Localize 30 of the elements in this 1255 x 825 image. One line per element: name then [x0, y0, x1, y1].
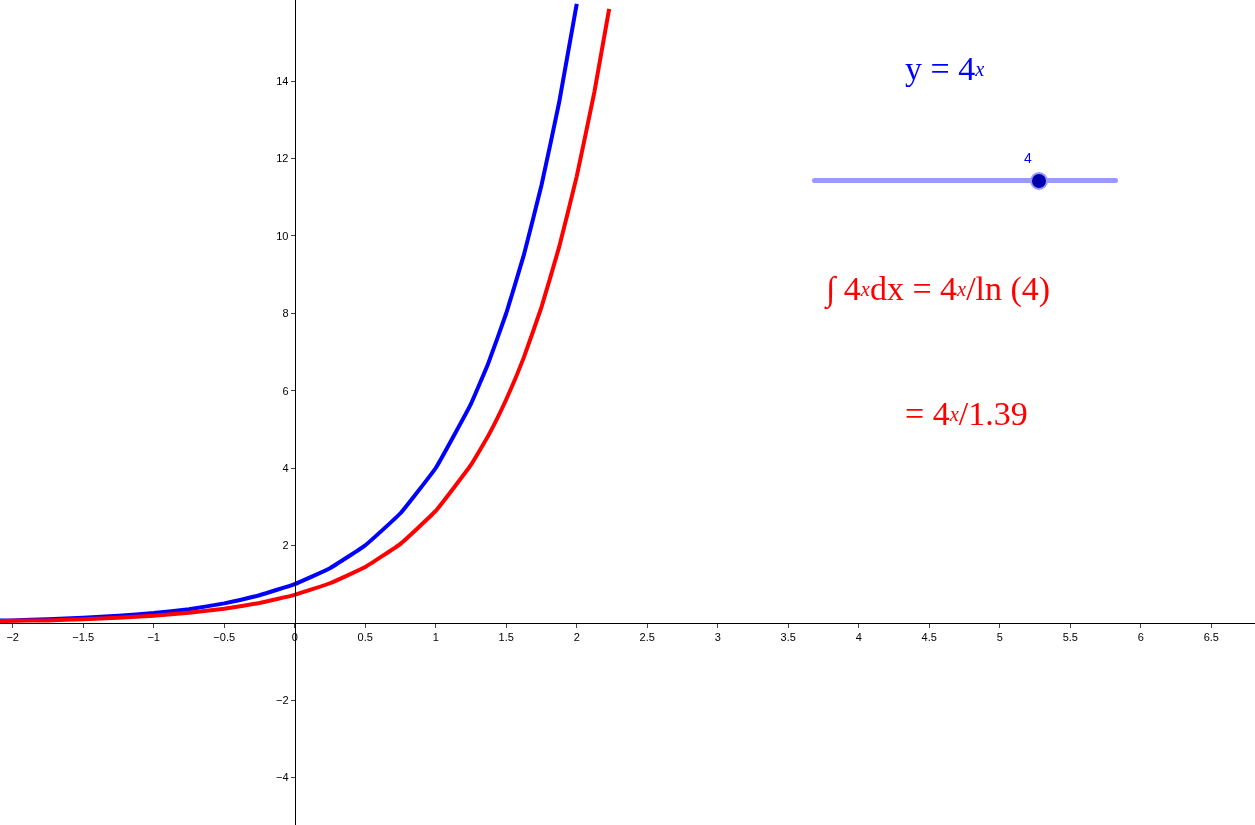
- y-tick-label: 6: [282, 384, 289, 397]
- x-tick-label: −0.5: [213, 630, 236, 643]
- y-tick-label: 10: [276, 229, 289, 242]
- x-tick-label: 3.5: [780, 630, 796, 643]
- x-tick-label: −1.5: [72, 630, 95, 643]
- y-tick-label: 8: [282, 307, 289, 320]
- annotation: 4: [1024, 150, 1032, 166]
- y-tick-label: 4: [282, 461, 289, 474]
- x-tick-label: 4: [855, 630, 862, 643]
- y-tick-label: −4: [275, 771, 289, 784]
- x-tick-label: 6: [1137, 630, 1144, 643]
- x-tick-label: 4.5: [921, 630, 937, 643]
- annotation: = 4$^{x}$/1.39: [905, 395, 1028, 433]
- annotation: ∫ 4$^{x}$dx = 4$^{x}$/ln (4): [826, 270, 1051, 308]
- x-tick-label: 2: [573, 630, 580, 643]
- y-tick-label: 14: [276, 75, 289, 88]
- x-tick-label: 0.5: [357, 630, 373, 643]
- x-tick-label: 2.5: [639, 630, 655, 643]
- x-tick-label: 3: [714, 630, 721, 643]
- x-tick-label: −1: [147, 630, 160, 643]
- y-tick-label: −2: [275, 693, 289, 706]
- y-tick-label: 12: [276, 152, 289, 165]
- x-tick-label: 5.5: [1062, 630, 1078, 643]
- annotation: y = 4$^{x}$: [905, 50, 985, 88]
- x-tick-label: 1.5: [498, 630, 514, 643]
- x-tick-label: 6.5: [1203, 630, 1219, 643]
- x-tick-label: −2: [6, 630, 19, 643]
- x-tick-label: 1: [432, 630, 439, 643]
- x-tick-label: 5: [996, 630, 1003, 643]
- y-tick-label: 2: [282, 539, 289, 552]
